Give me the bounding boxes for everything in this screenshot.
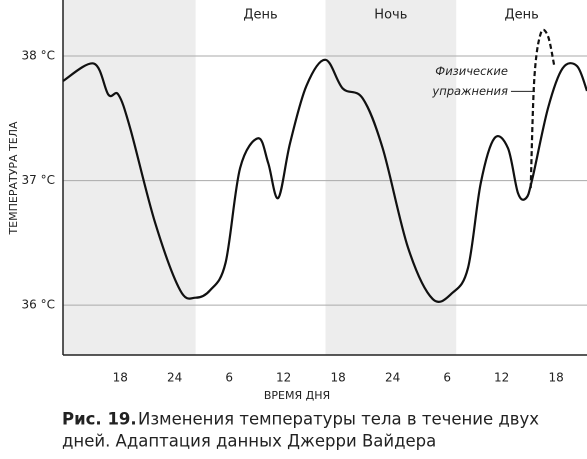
caption-line: дней. Адаптация данных Джерри Вайдера xyxy=(62,432,436,451)
period-label: День xyxy=(504,8,538,23)
period-label: День xyxy=(243,8,277,23)
y-tick-label: 38 °C xyxy=(22,49,55,63)
period-label: Ночь xyxy=(374,8,407,23)
x-tick-label: 24 xyxy=(167,371,182,385)
period-band xyxy=(63,0,196,355)
x-tick-label: 6 xyxy=(225,371,233,385)
y-axis-label: ТЕМПЕРАТУРА ТЕЛА xyxy=(7,121,20,236)
x-tick-label: 18 xyxy=(331,371,346,385)
y-tick-label: 36 °C xyxy=(22,298,55,312)
y-tick-label: 37 °C xyxy=(22,173,55,187)
temperature-line xyxy=(529,28,556,189)
temperature-line xyxy=(62,58,587,303)
x-tick-label: 6 xyxy=(443,371,451,385)
x-tick-label: 24 xyxy=(385,371,400,385)
caption-label: Рис. 19. xyxy=(62,410,137,429)
x-axis-label: ВРЕМЯ ДНЯ xyxy=(264,389,330,402)
caption-line: Изменения температуры тела в течение дву… xyxy=(138,410,539,429)
x-tick-label: 18 xyxy=(113,371,128,385)
x-tick-label: 12 xyxy=(276,371,291,385)
x-tick-label: 18 xyxy=(548,371,563,385)
x-tick-label: 12 xyxy=(494,371,509,385)
annotation-text: упражнения xyxy=(431,84,508,98)
annotation-text: Физические xyxy=(435,64,508,78)
